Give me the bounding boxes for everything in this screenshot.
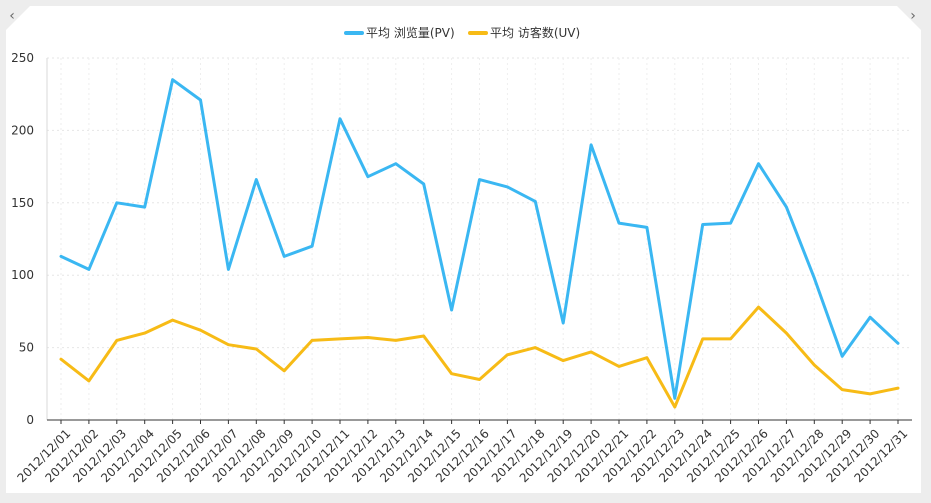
data-point — [283, 369, 286, 372]
data-point — [310, 245, 314, 248]
data-point — [422, 334, 425, 338]
data-point — [534, 200, 537, 203]
data-point — [199, 98, 202, 102]
legend-label: 平均 访客数(UV) — [490, 25, 580, 40]
data-point — [394, 339, 397, 342]
data-point — [785, 205, 788, 209]
data-point — [701, 337, 704, 341]
data-point — [506, 185, 509, 189]
data-point — [673, 405, 676, 409]
data-point — [143, 205, 146, 209]
data-point — [478, 378, 481, 381]
data-point — [617, 365, 621, 368]
chevron-right-icon[interactable]: › — [910, 8, 916, 24]
data-point — [729, 337, 732, 341]
data-point — [868, 315, 872, 319]
y-tick-label: 100 — [11, 268, 34, 282]
data-point — [896, 342, 900, 345]
data-point — [757, 305, 760, 309]
data-point — [422, 182, 425, 186]
data-point — [813, 276, 816, 280]
data-point — [562, 321, 565, 325]
data-point — [310, 339, 314, 342]
y-tick-label: 250 — [11, 51, 34, 65]
data-point — [255, 178, 258, 181]
data-point — [506, 353, 509, 357]
data-point — [785, 331, 788, 335]
data-point — [841, 355, 844, 358]
series-line-2 — [59, 305, 900, 409]
data-point — [394, 162, 397, 165]
data-point — [115, 201, 119, 204]
y-tick-label: 200 — [11, 123, 34, 137]
y-tick-label: 0 — [26, 413, 34, 427]
data-point — [896, 386, 900, 390]
data-point — [87, 268, 91, 271]
data-point — [171, 318, 174, 322]
chevron-left-icon[interactable]: ‹ — [9, 8, 15, 24]
data-point — [227, 343, 230, 346]
data-point — [478, 178, 481, 181]
data-point — [645, 356, 649, 359]
data-point — [255, 347, 258, 351]
legend-label: 平均 浏览量(PV) — [366, 25, 455, 40]
data-point — [813, 363, 816, 367]
data-point — [283, 255, 286, 258]
data-point — [645, 226, 649, 229]
data-point — [617, 221, 621, 225]
data-point — [868, 392, 872, 396]
data-point — [59, 255, 63, 258]
data-point — [673, 397, 676, 400]
y-tick-label: 150 — [11, 196, 34, 210]
data-point — [171, 78, 174, 81]
data-point — [199, 329, 202, 332]
y-tick-label: 50 — [19, 341, 34, 355]
data-point — [366, 175, 370, 178]
data-point — [757, 162, 760, 165]
data-point — [841, 388, 844, 391]
data-point — [701, 223, 704, 226]
data-point — [143, 331, 146, 335]
data-point — [338, 337, 342, 341]
data-point — [729, 221, 732, 225]
data-point — [227, 268, 230, 271]
data-point — [450, 372, 453, 375]
data-point — [366, 336, 370, 339]
data-point — [59, 357, 63, 361]
data-point — [338, 117, 342, 121]
data-point — [589, 143, 593, 147]
data-point — [450, 308, 453, 312]
data-point — [534, 346, 537, 349]
data-point — [589, 350, 593, 354]
data-point — [562, 359, 565, 362]
data-point — [87, 379, 91, 383]
data-point — [115, 339, 119, 342]
